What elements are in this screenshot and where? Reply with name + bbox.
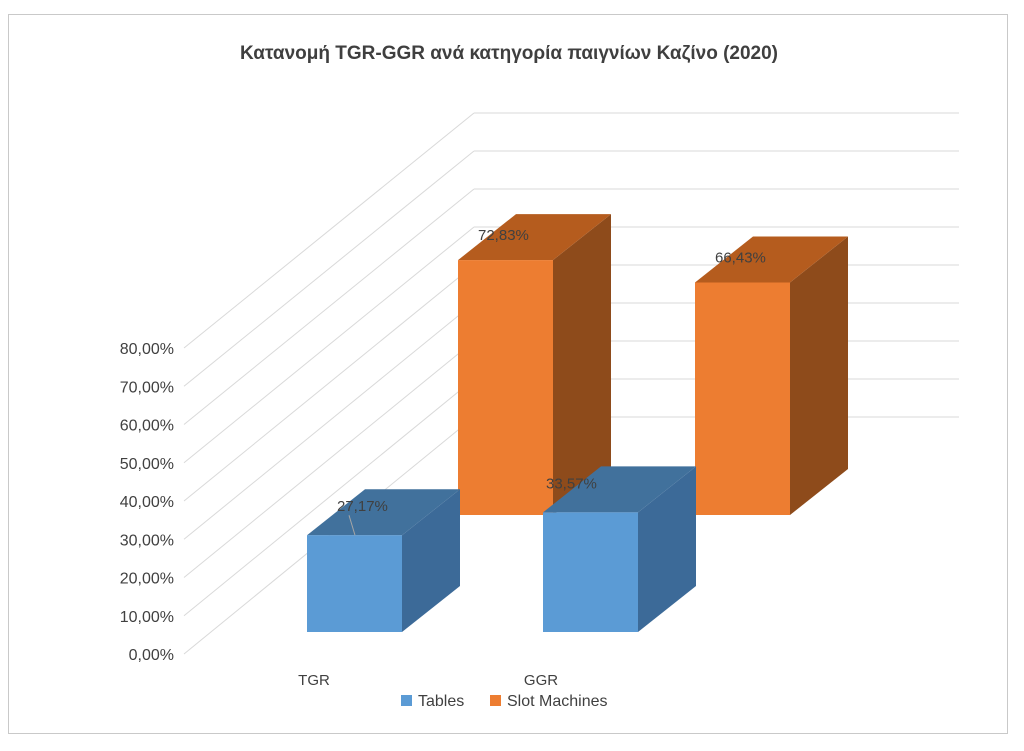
bar-top-tables-ggr [543,466,696,513]
gridline-floor-6 [183,188,475,425]
legend-label-slot-machines: Slot Machines [507,693,608,710]
x-category-label: GGR [524,672,558,689]
bar-side-tables-tgr [402,489,460,632]
bar-side-tables-ggr [638,466,696,632]
bar-tables-ggr [543,512,638,632]
x-axis-categories: TGR GGR [298,672,558,689]
chart-title: Κατανομή TGR-GGR ανά κατηγορία παιγνίων … [240,43,778,64]
y-tick-label: 70,00% [120,379,174,396]
data-label-slot-machines-ggr: 66,43% [715,249,766,266]
y-tick-label: 30,00% [120,532,174,549]
gridline-floor-3 [183,302,475,540]
legend-label-tables: Tables [418,693,464,710]
y-tick-label: 0,00% [129,647,174,664]
bar-top-tables-tgr [307,489,460,536]
y-tick-label: 50,00% [120,456,174,473]
y-axis-ticks: 0,00% 10,00% 20,00% 30,00% 40,00% 50,00% 60,00… [120,341,174,664]
legend: Tables Slot Machines [401,693,608,710]
data-label-slot-machines-tgr: 72,83% [478,227,529,244]
bar-slot-machines-tgr [458,260,553,515]
leader-line-tables-tgr [348,515,356,536]
legend-swatch-tables [401,695,412,706]
bar-top-slot-machines-tgr [458,214,611,261]
gridline-floor-5 [183,226,475,464]
chart-svg: Κατανομή TGR-GGR ανά κατηγορία παιγνίων … [120,43,959,710]
gridline-floor-7 [183,150,475,387]
legend-swatch-slot-machines [490,695,501,706]
bar-top-slot-machines-ggr [695,236,848,283]
data-label-tables-tgr: 27,17% [337,498,388,515]
bar-tables-tgr [307,535,402,632]
bar-side-slot-machines-tgr [553,214,611,515]
bar-slot-machines-ggr [695,282,790,515]
chart-frame: Κατανομή TGR-GGR ανά κατηγορία παιγνίων … [8,14,1008,734]
slot-machines-series [458,214,848,515]
gridline-floor-2 [183,340,475,578]
bar-side-slot-machines-ggr [790,236,848,515]
data-label-tables-ggr: 33,57% [546,475,597,492]
y-tick-label: 60,00% [120,418,174,435]
gridline-floor-4 [183,264,475,502]
gridline-floor-8 [183,112,475,349]
y-tick-label: 10,00% [120,609,174,626]
tables-series [307,466,696,632]
gridline-floor-1 [183,378,475,617]
y-tick-label: 20,00% [120,571,174,588]
data-labels: 72,83% 66,43% 27,17% 33,57% [337,227,766,536]
y-tick-label: 40,00% [120,494,174,511]
x-category-label: TGR [298,672,330,689]
y-tick-label: 80,00% [120,341,174,358]
